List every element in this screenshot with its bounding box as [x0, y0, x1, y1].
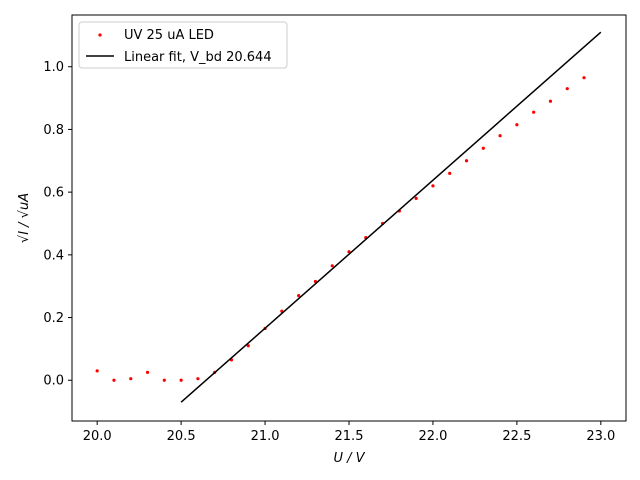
data-point — [129, 377, 133, 381]
y-axis: 0.0 0.2 0.4 0.6 0.8 1.0 — [43, 60, 72, 389]
y-tick-label: 0.4 — [43, 248, 64, 263]
x-tick-label: 21.5 — [335, 429, 364, 444]
x-tick-label: 22.0 — [418, 429, 447, 444]
data-point — [532, 110, 536, 114]
x-tick-label: 20.0 — [83, 429, 112, 444]
data-point — [297, 293, 301, 298]
y-tick-label: 0.0 — [43, 374, 64, 389]
data-point — [565, 87, 569, 91]
legend-box — [78, 21, 288, 69]
data-point — [431, 184, 435, 188]
data-point — [330, 264, 334, 268]
x-tick-label: 21.0 — [251, 429, 280, 444]
y-tick-label: 0.8 — [43, 123, 64, 138]
data-point — [481, 146, 485, 150]
data-point — [196, 377, 200, 381]
data-point — [145, 370, 150, 375]
x-tick-label: 20.5 — [167, 429, 196, 444]
data-point — [448, 171, 452, 175]
plot-frame — [71, 14, 627, 422]
x-axis: 20.0 20.5 21.0 21.5 22.0 22.5 23.0 — [83, 421, 615, 444]
data-point — [498, 134, 502, 138]
y-tick-label: 1.0 — [43, 60, 64, 75]
legend-label-scatter: UV 25 uA LED — [124, 28, 214, 43]
fit-line — [180, 31, 602, 403]
data-point — [246, 344, 250, 348]
data-point — [515, 123, 519, 127]
data-point — [464, 159, 469, 163]
data-point — [162, 378, 166, 382]
legend-marker-scatter — [98, 33, 102, 37]
data-point — [179, 378, 183, 382]
x-tick-label: 23.0 — [586, 429, 615, 444]
data-point — [548, 99, 553, 103]
data-point — [112, 378, 116, 382]
data-point — [95, 369, 99, 373]
legend: UV 25 uA LED Linear fit, V_bd 20.644 — [78, 21, 288, 69]
plot-marks — [95, 31, 602, 403]
x-tick-label: 22.5 — [502, 429, 531, 444]
data-point — [582, 76, 586, 80]
legend-label-fit: Linear fit, V_bd 20.644 — [124, 50, 272, 65]
y-tick-label: 0.6 — [43, 186, 64, 201]
y-tick-label: 0.2 — [43, 311, 64, 326]
y-axis-label: √I / √uA — [17, 193, 32, 243]
data-point — [347, 250, 351, 254]
data-point — [414, 196, 418, 201]
x-axis-label: U / V — [333, 451, 365, 466]
